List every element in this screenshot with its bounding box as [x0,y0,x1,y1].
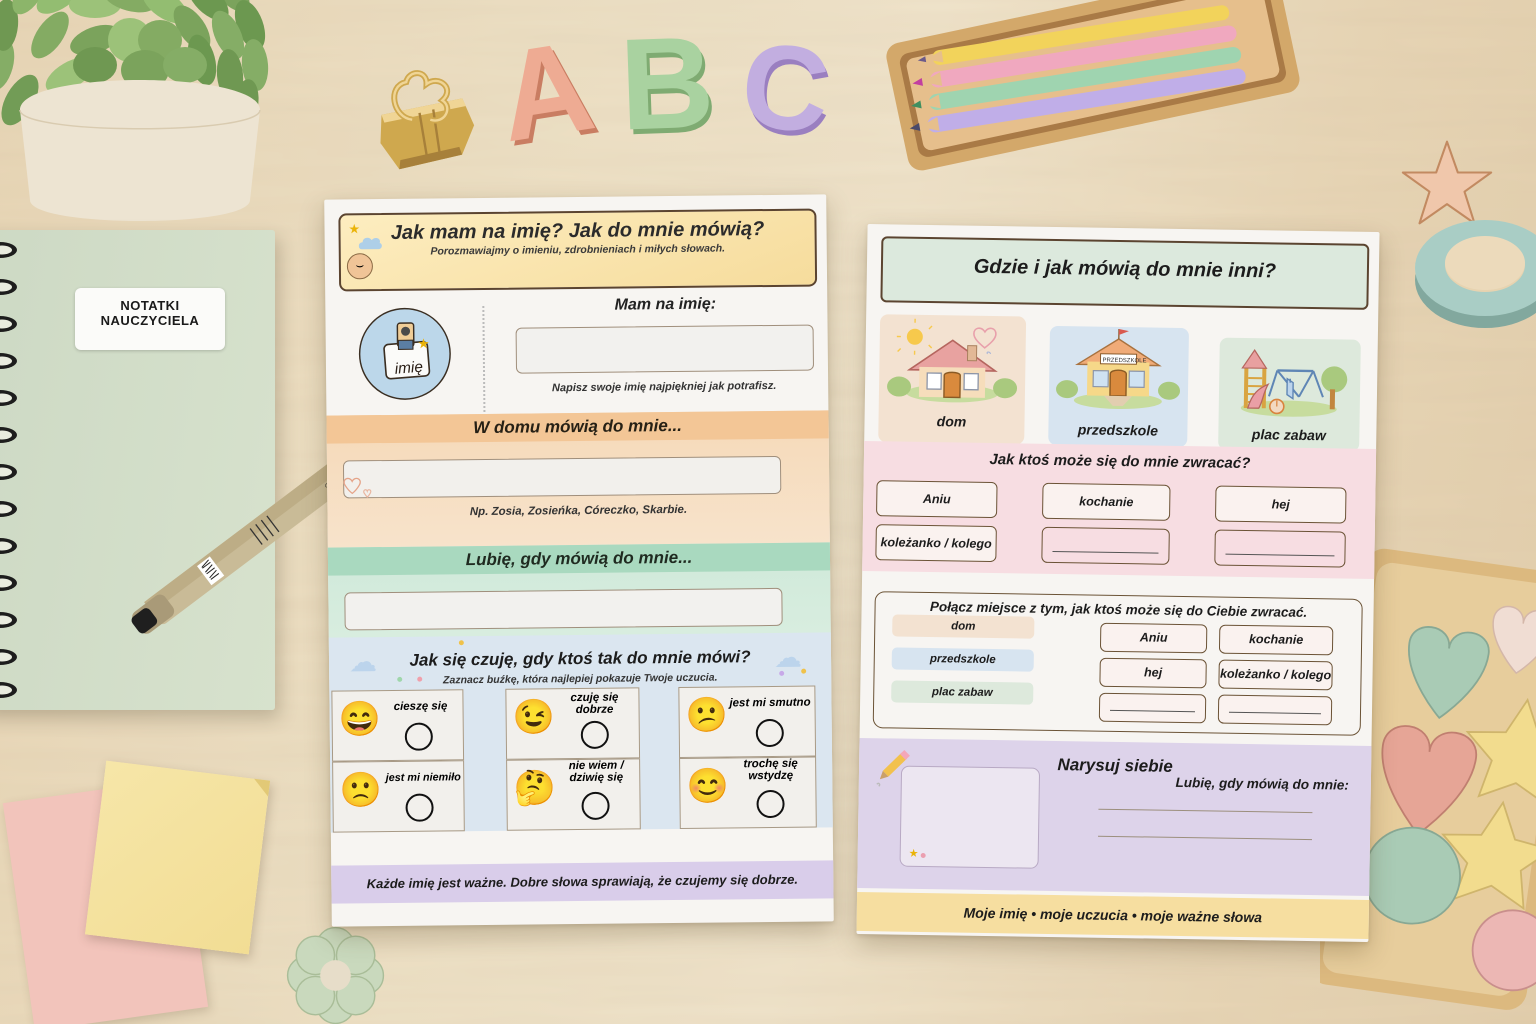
svg-text:★: ★ [417,336,429,351]
svg-text:imię: imię [394,359,423,378]
svg-text:PRZEDSZKOLE: PRZEDSZKOLE [1102,358,1146,365]
